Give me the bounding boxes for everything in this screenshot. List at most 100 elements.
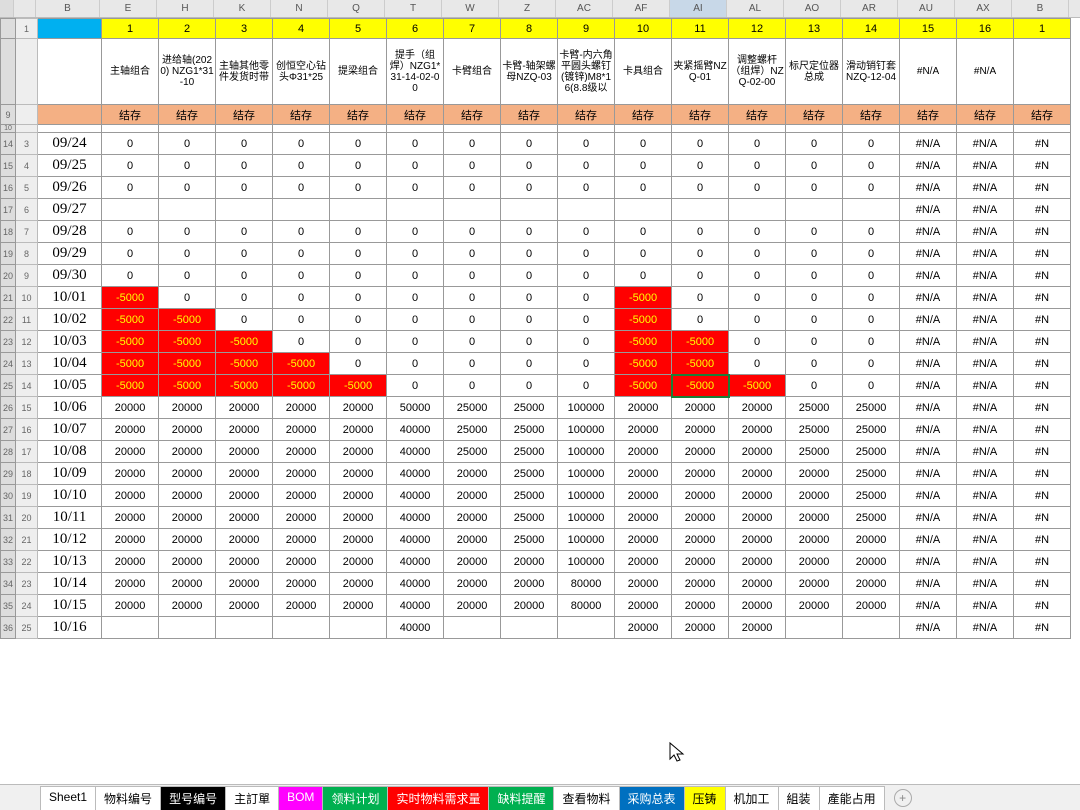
data-cell[interactable]: -5000 [159, 309, 216, 331]
data-cell[interactable]: 20000 [615, 507, 672, 529]
data-cell[interactable]: 0 [558, 287, 615, 309]
data-cell[interactable]: 20000 [216, 595, 273, 617]
row-hdr[interactable] [1, 19, 16, 39]
data-cell[interactable]: 0 [672, 309, 729, 331]
row-hdr[interactable]: 23 [1, 331, 16, 353]
cell[interactable] [38, 105, 102, 125]
data-cell[interactable]: 25000 [843, 441, 900, 463]
data-cell[interactable] [102, 617, 159, 639]
row-hdr[interactable]: 15 [1, 155, 16, 177]
data-cell[interactable]: 0 [387, 375, 444, 397]
col-header-AR[interactable]: AR [841, 0, 898, 17]
data-cell[interactable] [843, 617, 900, 639]
num-header-16[interactable]: 16 [957, 19, 1014, 39]
data-cell[interactable]: 100000 [558, 551, 615, 573]
data-cell[interactable]: #N [1014, 155, 1071, 177]
data-cell[interactable]: 100000 [558, 441, 615, 463]
data-cell[interactable]: 0 [672, 133, 729, 155]
cell[interactable] [672, 125, 729, 133]
data-cell[interactable]: 0 [786, 133, 843, 155]
stock-label-11[interactable]: 结存 [672, 105, 729, 125]
data-cell[interactable]: 0 [729, 309, 786, 331]
data-cell[interactable]: -5000 [102, 353, 159, 375]
data-cell[interactable]: 20000 [216, 529, 273, 551]
num-header-7[interactable]: 7 [444, 19, 501, 39]
data-cell[interactable]: #N/A [900, 441, 957, 463]
row-hdr[interactable]: 36 [1, 617, 16, 639]
date-cell[interactable]: 10/11 [38, 507, 102, 529]
data-cell[interactable]: #N [1014, 177, 1071, 199]
data-cell[interactable]: 20000 [672, 595, 729, 617]
data-cell[interactable]: -5000 [159, 375, 216, 397]
data-cell[interactable]: 0 [558, 331, 615, 353]
data-cell[interactable]: -5000 [102, 309, 159, 331]
cell[interactable] [957, 125, 1014, 133]
row-hdr[interactable]: 24 [1, 353, 16, 375]
data-cell[interactable]: 20000 [615, 463, 672, 485]
data-cell[interactable]: 0 [558, 265, 615, 287]
data-cell[interactable] [159, 617, 216, 639]
data-cell[interactable]: 0 [558, 155, 615, 177]
data-cell[interactable] [216, 617, 273, 639]
data-cell[interactable]: #N/A [900, 463, 957, 485]
column-header-bar[interactable]: B EHKNQTWZACAFAIALAOARAUAXB [0, 0, 1080, 18]
row-num[interactable]: 7 [16, 221, 38, 243]
date-cell[interactable]: 09/27 [38, 199, 102, 221]
data-cell[interactable]: 0 [843, 309, 900, 331]
data-cell[interactable]: 0 [729, 331, 786, 353]
data-cell[interactable]: 20000 [501, 595, 558, 617]
date-cell[interactable]: 10/07 [38, 419, 102, 441]
data-cell[interactable]: 20000 [273, 573, 330, 595]
row-num[interactable]: 16 [16, 419, 38, 441]
data-cell[interactable]: -5000 [159, 331, 216, 353]
data-cell[interactable]: 25000 [444, 419, 501, 441]
data-cell[interactable]: 40000 [387, 463, 444, 485]
add-sheet-button[interactable]: + [894, 789, 912, 807]
data-cell[interactable]: 0 [843, 265, 900, 287]
col-header-K[interactable]: K [214, 0, 271, 17]
cell[interactable] [387, 125, 444, 133]
item-header-14[interactable]: 滑动销钉套NZQ-12-04 [843, 39, 900, 105]
data-cell[interactable]: 20000 [102, 507, 159, 529]
data-cell[interactable]: 20000 [273, 529, 330, 551]
stock-label-10[interactable]: 结存 [615, 105, 672, 125]
data-cell[interactable]: 0 [102, 177, 159, 199]
data-cell[interactable]: 0 [102, 133, 159, 155]
data-cell[interactable]: 25000 [501, 441, 558, 463]
row-hdr[interactable]: 20 [1, 265, 16, 287]
data-cell[interactable]: 0 [273, 133, 330, 155]
sheet-tab-压铸[interactable]: 压铸 [684, 786, 726, 810]
row-num[interactable] [16, 105, 38, 125]
data-cell[interactable]: 0 [672, 177, 729, 199]
data-cell[interactable]: 100000 [558, 529, 615, 551]
date-cell[interactable]: 09/28 [38, 221, 102, 243]
data-cell[interactable]: #N/A [957, 221, 1014, 243]
date-cell[interactable]: 09/26 [38, 177, 102, 199]
data-cell[interactable]: 40000 [387, 441, 444, 463]
item-header-9[interactable]: 卡臂-内六角平圆头螺钉(镀锌)M8*16(8.8级以 [558, 39, 615, 105]
data-cell[interactable]: 0 [558, 133, 615, 155]
num-header-8[interactable]: 8 [501, 19, 558, 39]
data-cell[interactable]: 0 [501, 155, 558, 177]
data-cell[interactable]: 20000 [273, 419, 330, 441]
row-hdr[interactable]: 19 [1, 243, 16, 265]
date-cell[interactable]: 10/09 [38, 463, 102, 485]
data-cell[interactable]: 40000 [387, 529, 444, 551]
data-cell[interactable]: -5000 [102, 331, 159, 353]
row-hdr[interactable]: 28 [1, 441, 16, 463]
data-cell[interactable]: 100000 [558, 507, 615, 529]
row-hdr[interactable]: 31 [1, 507, 16, 529]
data-cell[interactable]: 20000 [330, 419, 387, 441]
data-cell[interactable]: 0 [729, 155, 786, 177]
row-hdr[interactable]: 16 [1, 177, 16, 199]
data-cell[interactable]: #N/A [957, 617, 1014, 639]
data-cell[interactable]: 20000 [330, 529, 387, 551]
row-hdr[interactable]: 14 [1, 133, 16, 155]
cell[interactable] [615, 125, 672, 133]
data-cell[interactable]: 20000 [501, 573, 558, 595]
cell[interactable] [786, 125, 843, 133]
row-hdr[interactable]: 25 [1, 375, 16, 397]
data-cell[interactable]: 20000 [615, 573, 672, 595]
data-cell[interactable]: 0 [729, 133, 786, 155]
data-cell[interactable]: -5000 [672, 375, 729, 397]
